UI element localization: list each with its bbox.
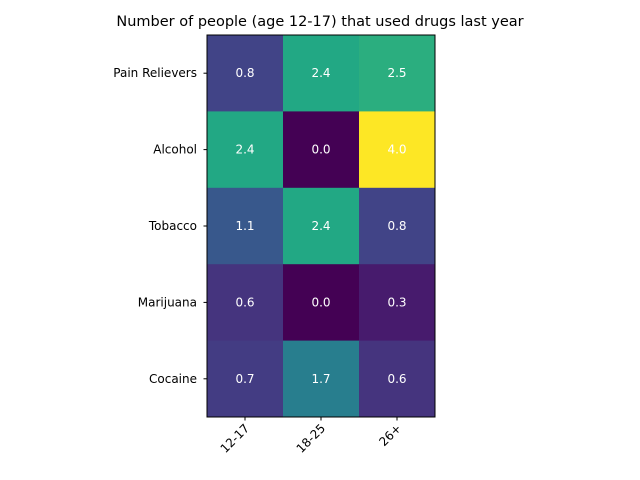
y-tick-label: Tobacco [148, 219, 197, 233]
y-tick-label: Alcohol [153, 143, 197, 157]
heatmap-cell [207, 111, 284, 189]
x-tick-label: 18-25 [294, 421, 329, 456]
y-tick-label: Pain Relievers [113, 66, 197, 80]
cell-value-label: 0.6 [387, 372, 406, 386]
heatmap-cell [207, 340, 284, 418]
heatmap-cell [283, 35, 360, 112]
heatmap-cell [359, 264, 436, 342]
cell-value-label: 1.1 [235, 219, 254, 233]
x-tick-label: 12-17 [218, 421, 253, 456]
cell-value-label: 0.0 [311, 295, 330, 309]
x-tick-label: 26+ [376, 421, 404, 449]
cell-value-label: 1.7 [311, 372, 330, 386]
heatmap-cell [207, 264, 284, 342]
y-tick-label: Marijuana [138, 295, 197, 309]
heatmap-cell [359, 35, 436, 112]
cell-value-label: 4.0 [387, 143, 406, 157]
cell-value-label: 2.5 [387, 66, 406, 80]
heatmap-cell [283, 264, 360, 342]
cell-value-label: 2.4 [311, 66, 330, 80]
heatmap-cell [207, 35, 284, 112]
chart-title: Number of people (age 12-17) that used d… [116, 14, 523, 30]
cell-value-label: 0.0 [311, 143, 330, 157]
cell-value-label: 2.4 [235, 143, 254, 157]
cell-value-label: 0.6 [235, 295, 254, 309]
heatmap-cells [207, 35, 436, 418]
heatmap-cell [283, 340, 360, 418]
y-tick-label: Cocaine [149, 372, 197, 386]
heatmap-cell-labels: 0.8 2.4 2.5 2.4 0.0 4.0 1.1 2.4 0.8 0.6 0.0 0.3 0.7 1… [235, 66, 406, 386]
y-axis-ticks: Pain Relievers Alcohol Tobacco Marijuana Coc… [113, 66, 207, 386]
heatmap-cell [283, 187, 360, 265]
cell-value-label: 2.4 [311, 219, 330, 233]
cell-value-label: 0.8 [387, 219, 406, 233]
cell-value-label: 0.8 [235, 66, 254, 80]
heatmap-cell [207, 187, 284, 265]
heatmap-cell [359, 187, 436, 265]
cell-value-label: 0.7 [235, 372, 254, 386]
heatmap-cell [359, 340, 436, 418]
x-axis-ticks: 12-17 18-25 26+ [218, 417, 404, 456]
heatmap-cell [359, 111, 436, 189]
cell-value-label: 0.3 [387, 295, 406, 309]
heatmap-cell [283, 111, 360, 189]
